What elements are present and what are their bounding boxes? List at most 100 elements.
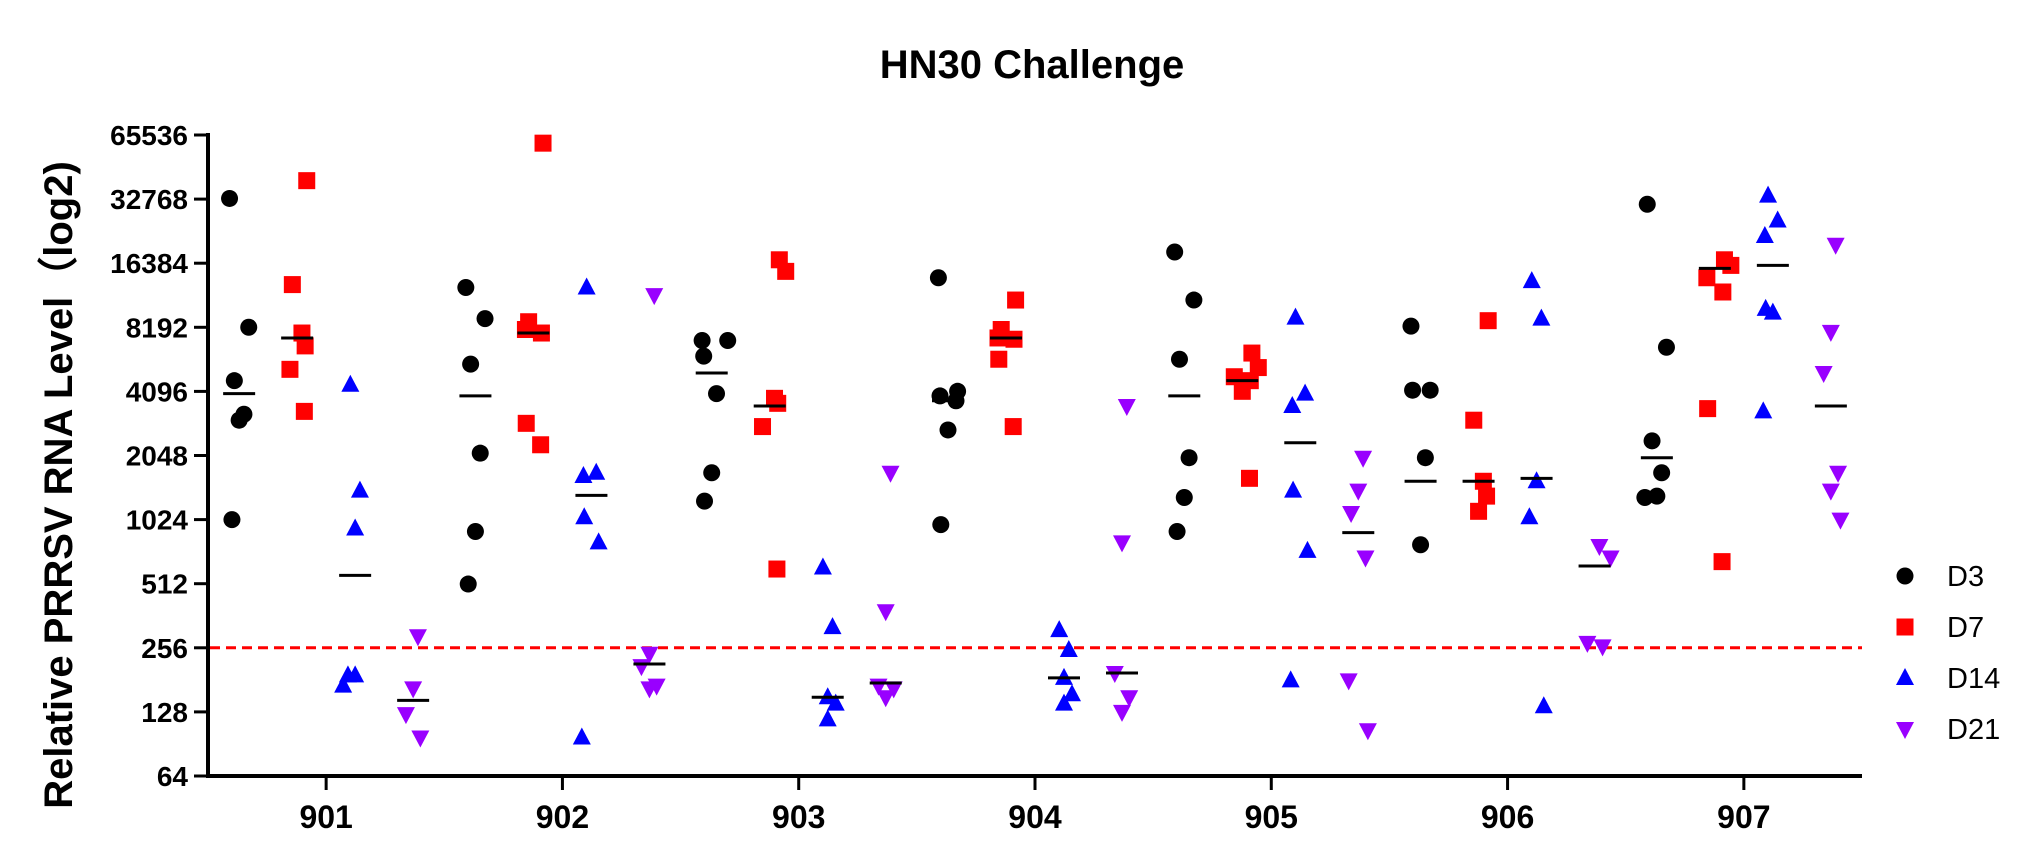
data-point [1421,381,1439,399]
data-point [1113,704,1131,722]
data-point [350,480,369,498]
data-point [703,464,721,482]
data-point [1657,338,1675,356]
data-point [1284,480,1303,498]
legend-label: D21 [1947,714,2000,746]
data-point [459,575,477,593]
data-point [696,492,714,510]
data-point [225,372,243,390]
x-tick-label: 907 [1717,799,1770,835]
data-point [1465,411,1483,429]
data-point [1050,620,1069,638]
data-point [1601,550,1620,568]
data-point [1281,670,1300,688]
data-point [826,693,845,711]
data-point [534,134,552,152]
legend-item: D21 [1896,714,2000,746]
legend-label: D3 [1947,561,1984,593]
series-D7 [281,134,1740,578]
series-D21 [396,237,1850,748]
y-tick-label: 8192 [126,312,188,343]
data-point [396,707,415,725]
legend-marker [1896,668,1914,685]
data-point [1170,350,1188,368]
data-point [769,394,787,412]
data-point [471,444,489,462]
y-tick-label: 32768 [110,184,188,215]
x-tick-label: 905 [1245,799,1298,835]
legend-item: D14 [1896,663,2000,695]
data-point [1180,449,1198,467]
data-point [457,278,475,296]
data-point [645,288,664,306]
data-point [1829,465,1848,483]
data-point [1356,550,1375,568]
data-point [1063,684,1081,702]
legend-item: D3 [1896,561,1984,593]
data-point [990,350,1008,368]
y-tick-label: 256 [141,633,188,664]
data-point [1240,469,1258,487]
data-point [876,690,895,708]
series-D3 [221,189,1675,593]
data-point [1286,307,1305,325]
data-point [881,465,900,483]
y-tick-label: 2048 [126,441,188,472]
data-point [1339,673,1358,691]
data-point [476,310,494,328]
data-point [240,318,258,336]
data-point [640,646,659,664]
data-point [1520,507,1539,525]
data-point [1113,535,1131,553]
x-tick-label: 901 [299,799,352,835]
data-point [1168,523,1186,541]
legend: D3 D7 D14 D21 [1896,561,2000,746]
data-point [1593,639,1612,657]
data-point [1636,489,1654,507]
data-point [296,337,314,355]
data-point [1416,449,1434,467]
data-point [1479,312,1497,330]
data-point [577,277,596,295]
data-point [1768,210,1787,228]
data-point [1243,344,1261,362]
data-point [404,681,423,699]
data-point [818,709,837,727]
data-point [411,730,430,748]
data-point [346,518,365,536]
data-point [1342,505,1361,523]
data-point [516,320,534,338]
data-point [939,421,957,439]
y-tick-label: 4096 [126,376,188,407]
data-point [1349,483,1368,501]
data-point [295,402,313,420]
data-point [572,727,591,745]
data-point [876,604,895,622]
data-point [283,276,301,294]
legend-marker [1896,567,1914,585]
data-point [1059,639,1078,657]
y-tick-label: 128 [141,697,188,728]
data-marks [221,134,1850,748]
data-point [695,347,713,365]
data-point [813,557,832,575]
data-point [1249,359,1267,377]
data-point [1298,540,1317,558]
data-point [1185,291,1203,309]
data-point [587,462,606,480]
data-point [466,523,484,541]
data-point [1354,450,1373,468]
y-tick-label: 16384 [110,248,188,279]
data-point [1412,536,1430,554]
data-point [1175,489,1193,507]
data-point [408,629,427,647]
data-point [298,172,316,190]
data-point [632,659,651,677]
data-point [1225,368,1243,386]
data-point [462,355,480,373]
data-point [1402,317,1420,335]
data-point [223,511,241,529]
data-point [777,262,795,280]
data-point [1522,271,1541,289]
